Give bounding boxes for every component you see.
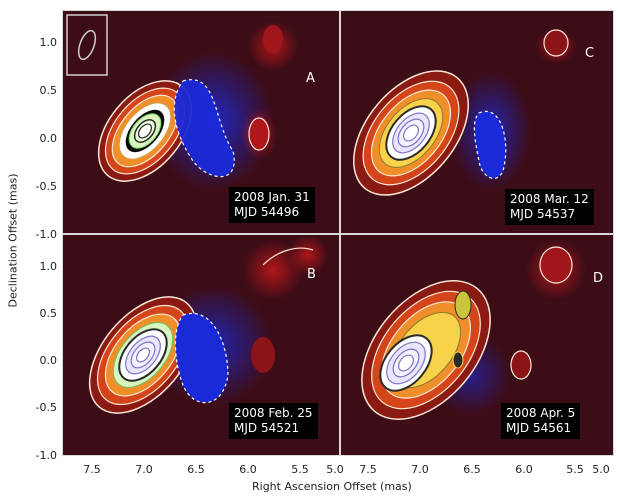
panel-d-label: D <box>593 271 604 286</box>
ytick-top-4: -0.5 <box>35 180 57 193</box>
xtick-left-5: 5.5 <box>291 463 309 476</box>
xtick-left-3: 6.5 <box>187 463 205 476</box>
panel-a-image <box>63 11 339 233</box>
panel-c-image <box>341 11 613 233</box>
xtick-right-5: 5.5 <box>566 463 584 476</box>
xtick-right-3: 6.5 <box>463 463 481 476</box>
panel-d-mjd: MJD 54561 <box>506 421 572 435</box>
xtick-right-1: 7.5 <box>359 463 377 476</box>
beam-box <box>66 14 108 76</box>
xtick-left-2: 7.0 <box>135 463 153 476</box>
panel-d-datebox: 2008 Apr. 5 MJD 54561 <box>501 403 581 439</box>
panel-b-label: B <box>307 267 316 282</box>
panel-c-mjd: MJD 54537 <box>510 207 576 221</box>
panel-c-date: 2008 Mar. 12 <box>510 192 589 206</box>
panel-a: A 2008 Jan. 31 MJD 54496 <box>62 10 340 234</box>
xtick-right-6: 5.0 <box>592 463 610 476</box>
ytick-top-3: 0.0 <box>39 132 58 145</box>
xtick-right-4: 6.0 <box>515 463 533 476</box>
xtick-left-1: 7.5 <box>83 463 101 476</box>
panel-a-date: 2008 Jan. 31 <box>234 190 310 204</box>
panel-c-label: C <box>585 46 595 61</box>
panel-c-datebox: 2008 Mar. 12 MJD 54537 <box>505 189 594 225</box>
ytick-bottom-5: -1.0 <box>35 449 57 462</box>
beam-ellipse <box>77 29 97 61</box>
xtick-left-4: 6.0 <box>239 463 257 476</box>
xtick-right-2: 7.0 <box>411 463 429 476</box>
panel-a-datebox: 2008 Jan. 31 MJD 54496 <box>229 187 315 223</box>
panel-a-label: A <box>306 71 315 86</box>
ytick-top-2: 0.5 <box>39 84 58 97</box>
ytick-top-1: 1.0 <box>39 36 58 49</box>
panel-b-datebox: 2008 Feb. 25 MJD 54521 <box>229 403 318 439</box>
x-axis-label: Right Ascension Offset (mas) <box>252 480 412 493</box>
panel-b-mjd: MJD 54521 <box>234 421 300 435</box>
xtick-left-6: 5.0 <box>326 463 344 476</box>
ytick-bottom-2: 0.5 <box>39 307 58 320</box>
y-axis-label: Declination Offset (mas) <box>6 173 20 308</box>
panel-d-date: 2008 Apr. 5 <box>506 406 576 420</box>
panel-b-date: 2008 Feb. 25 <box>234 406 313 420</box>
ytick-top-5: -1.0 <box>35 228 57 241</box>
panel-c: C 2008 Mar. 12 MJD 54537 <box>340 10 614 234</box>
panel-d: D 2008 Apr. 5 MJD 54561 <box>340 234 614 456</box>
ytick-bottom-4: -0.5 <box>35 401 57 414</box>
ytick-bottom-1: 1.0 <box>39 260 58 273</box>
panel-a-mjd: MJD 54496 <box>234 205 300 219</box>
ytick-bottom-3: 0.0 <box>39 354 58 367</box>
panel-b-image <box>63 235 339 455</box>
panel-d-image <box>341 235 613 455</box>
panel-b: B 2008 Feb. 25 MJD 54521 <box>62 234 340 456</box>
